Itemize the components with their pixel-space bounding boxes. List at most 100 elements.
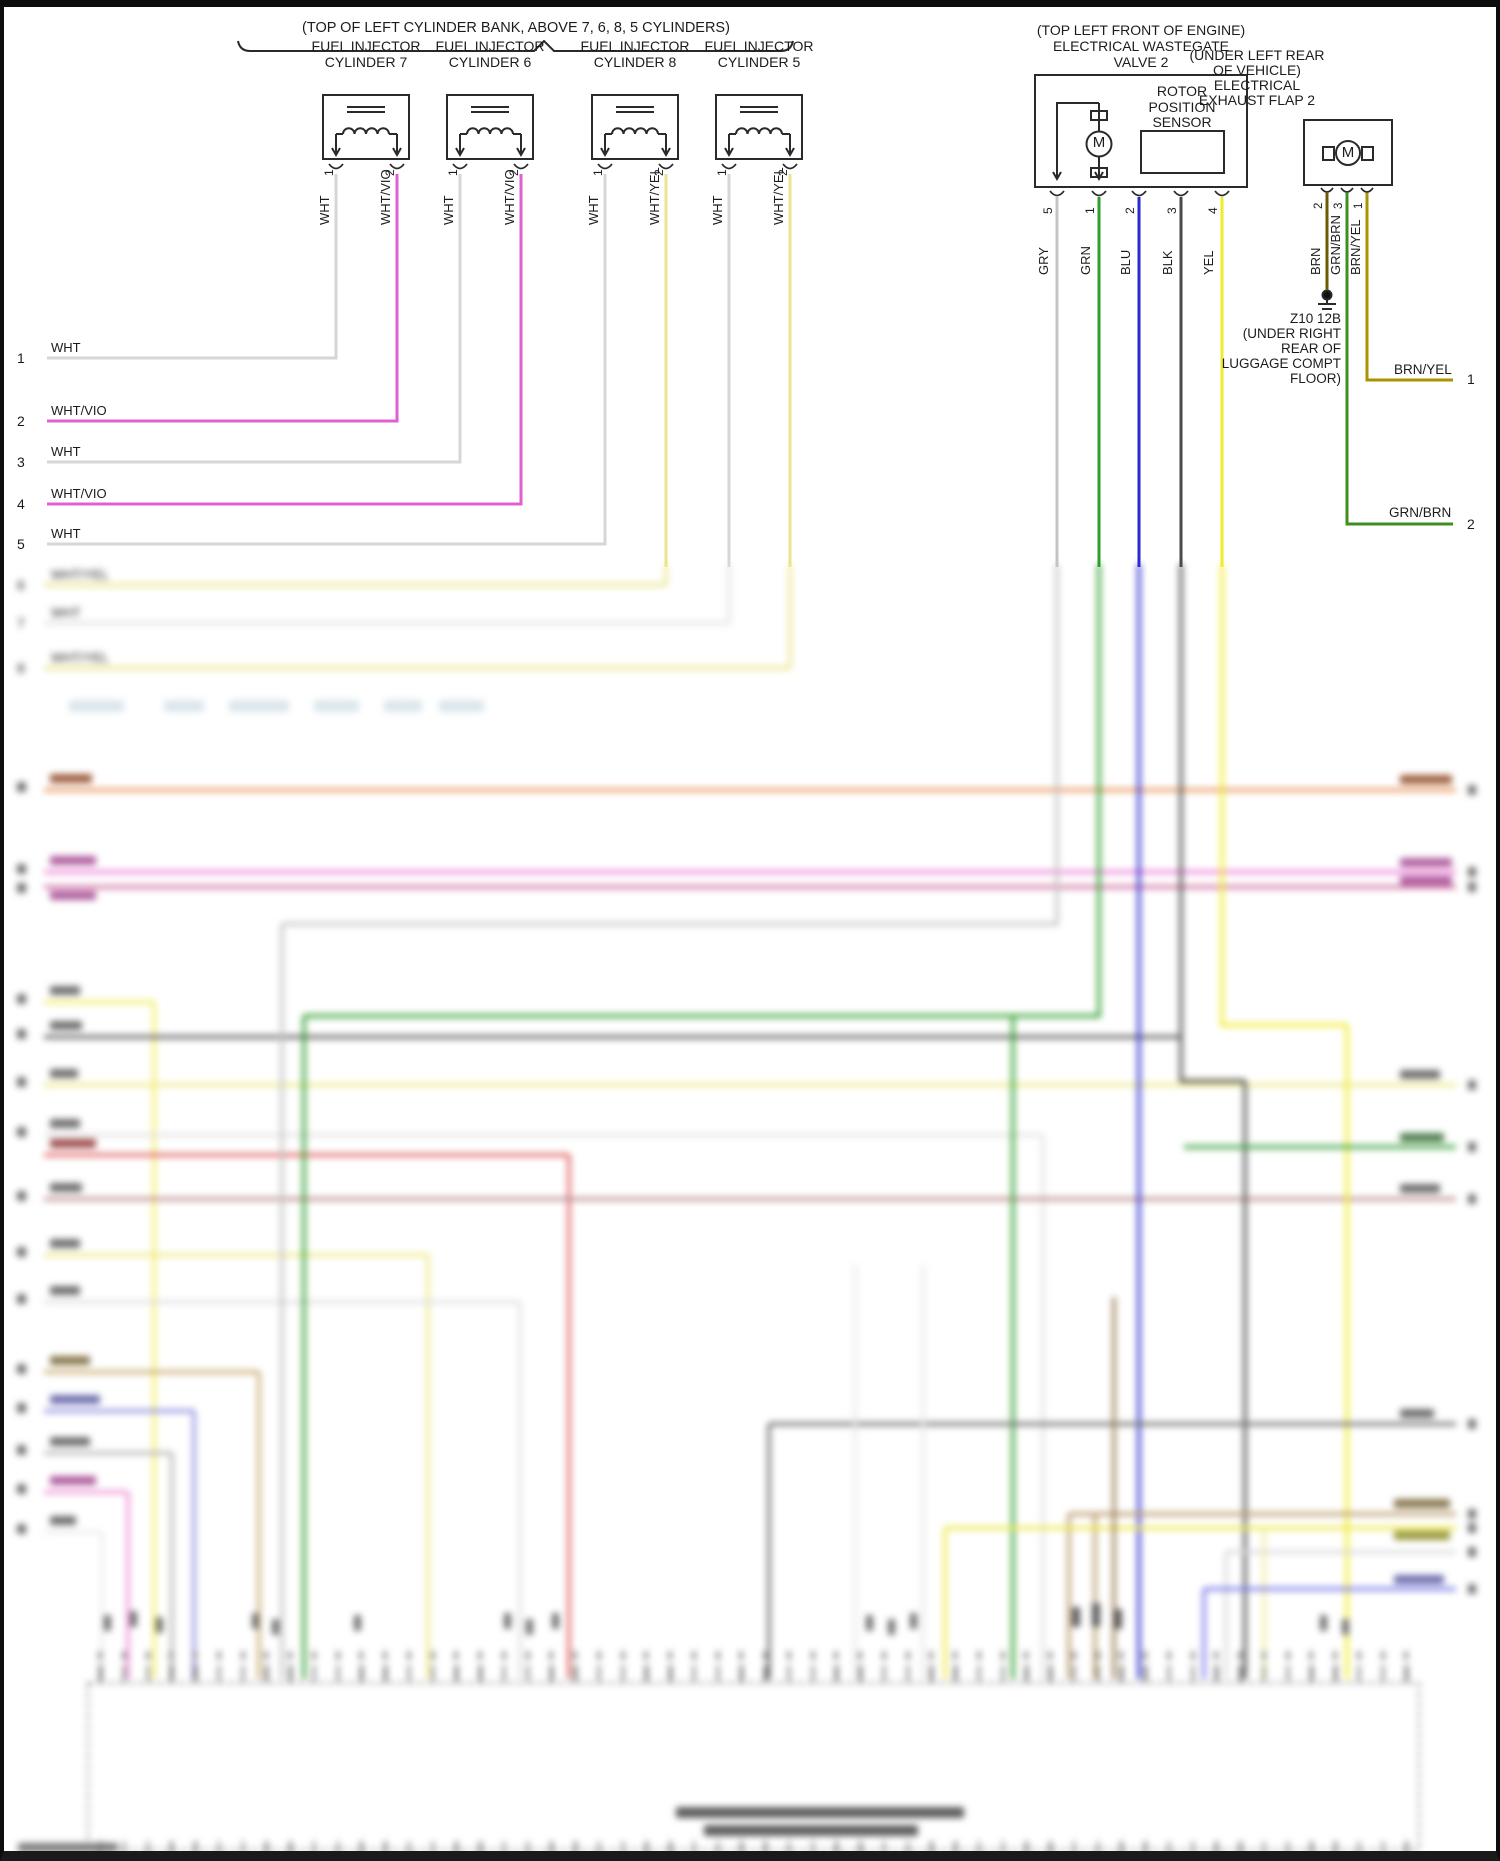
exhaust-flap-loc3: ELECTRICAL xyxy=(1213,77,1301,93)
blurred-num xyxy=(17,1524,26,1534)
connector-pin xyxy=(810,1651,815,1660)
exhaust-flap-loc2: OF VEHICLE) xyxy=(1213,62,1301,78)
connector-pin xyxy=(645,1841,648,1851)
connector-pin xyxy=(550,1841,553,1851)
blurred-label xyxy=(1400,1184,1440,1193)
connector-pin xyxy=(881,1651,886,1660)
brace-label: (TOP OF LEFT CYLINDER BANK, ABOVE 7, 6, … xyxy=(302,20,730,36)
row5-label: WHT xyxy=(51,526,81,541)
exhaust-flap-motor-letter: M xyxy=(1341,144,1355,161)
exit2-label: GRN/BRN xyxy=(1389,505,1452,520)
blurred-num xyxy=(1468,1142,1476,1152)
flap-brn-label: BRN xyxy=(1308,247,1323,275)
row1-label: WHT xyxy=(51,340,81,355)
connector-caption-line2 xyxy=(704,1825,918,1836)
ground-code: Z10 12B xyxy=(1289,311,1341,326)
connector-pin xyxy=(431,1841,434,1851)
row3-num: 3 xyxy=(17,454,25,470)
row2-num: 2 xyxy=(17,413,25,429)
connector-pin xyxy=(1214,1651,1219,1660)
connector-pin xyxy=(1000,1651,1005,1660)
blurred-pin-cluster xyxy=(252,1613,259,1629)
connector-pin xyxy=(715,1651,720,1660)
connector-pin xyxy=(1190,1651,1195,1660)
blurred-label xyxy=(1400,876,1452,885)
injector6-pin1-wire-label: WHT xyxy=(441,195,456,225)
connector-pin xyxy=(1144,1665,1147,1682)
connector-pin xyxy=(621,1841,624,1851)
exit1-num: 1 xyxy=(1467,371,1475,387)
connector-pin xyxy=(193,1651,197,1660)
wastegate-location: (TOP LEFT FRONT OF ENGINE) xyxy=(1036,22,1246,38)
faint-text-blob xyxy=(164,700,204,712)
connector-pin xyxy=(716,1665,719,1682)
blurred-label xyxy=(1394,1499,1450,1508)
injector5-pin2-wire-label: WHT/YEL xyxy=(771,167,786,225)
connector-pin xyxy=(716,1841,719,1851)
injector8-pin1-wire-label: WHT xyxy=(586,195,601,225)
connector-pin xyxy=(1120,1665,1123,1682)
blurred-pin-cluster xyxy=(1072,1607,1080,1627)
connector-pin xyxy=(1095,1651,1100,1660)
connector-pin xyxy=(312,1665,316,1682)
blurred-label xyxy=(50,1239,80,1248)
blurred-label xyxy=(50,891,96,900)
connector-pin xyxy=(454,1651,459,1660)
connector-pin xyxy=(264,1651,269,1660)
blurred-pin-cluster xyxy=(1092,1603,1100,1627)
blurred-num xyxy=(17,1127,26,1137)
connector-pin xyxy=(502,1841,506,1851)
flap-brnyel-label: BRN/YEL xyxy=(1348,219,1363,275)
blurred-num xyxy=(1468,882,1476,892)
connector-pin xyxy=(596,1651,601,1660)
injector6-title-line1: FUEL INJECTOR xyxy=(435,38,545,54)
row6-label: WHT/YEL xyxy=(51,567,109,582)
blurred-pin-cluster xyxy=(104,1615,111,1631)
connector-pin xyxy=(1215,1841,1218,1851)
connector-pin xyxy=(835,1841,838,1851)
connector-pin xyxy=(1096,1841,1099,1851)
blurred-label xyxy=(50,1069,78,1078)
blurred-pin-cluster xyxy=(552,1613,559,1629)
connector-pin xyxy=(786,1651,791,1660)
connector-pin xyxy=(1380,1651,1385,1660)
blurred-pin-cluster xyxy=(504,1613,511,1629)
wastegate-pin1-num: 1 xyxy=(1083,207,1097,214)
connector-pin xyxy=(811,1841,814,1851)
connector-pin xyxy=(170,1665,173,1682)
blurred-label xyxy=(50,774,92,783)
connector-pin xyxy=(1191,1665,1194,1682)
connector-pin xyxy=(1191,1841,1194,1851)
blurred-pin-cluster xyxy=(526,1619,533,1635)
connector-pin xyxy=(501,1651,506,1660)
connector-pin xyxy=(241,1841,244,1851)
connector-pin xyxy=(146,1841,149,1851)
injector7-title-line1: FUEL INJECTOR xyxy=(311,38,421,54)
connector-pin xyxy=(122,1665,126,1682)
connector-pin xyxy=(691,1651,696,1660)
connector-caption-line1 xyxy=(676,1807,964,1818)
faint-text-blob xyxy=(439,700,484,712)
row4-num: 4 xyxy=(17,496,25,512)
blurred-num xyxy=(1468,785,1476,795)
connector-pin xyxy=(1262,1665,1266,1682)
wastegate-gry-label: GRY xyxy=(1036,247,1051,275)
injector6-title-line2: CYLINDER 6 xyxy=(448,54,532,70)
blurred-label xyxy=(50,1021,82,1030)
blurred-pin-cluster xyxy=(354,1615,361,1631)
connector-pin xyxy=(289,1841,292,1851)
connector-pin xyxy=(977,1665,981,1682)
connector-pin xyxy=(122,1841,126,1851)
ground-loc4: FLOOR) xyxy=(1289,371,1341,386)
blurred-num xyxy=(17,864,26,874)
blurred-label xyxy=(50,856,96,865)
blurred-label xyxy=(1394,1575,1444,1584)
connector-pin xyxy=(573,1651,577,1660)
flap-grnbrn-label: GRN/BRN xyxy=(1328,215,1343,275)
exit2-num: 2 xyxy=(1467,516,1475,532)
blurred-pin-cluster xyxy=(130,1611,137,1627)
blurred-num xyxy=(1468,1080,1476,1090)
connector-pin xyxy=(1071,1651,1076,1660)
connector-pin xyxy=(502,1665,506,1682)
exhaust-flap-loc4: EXHAUST FLAP 2 xyxy=(1198,92,1316,108)
